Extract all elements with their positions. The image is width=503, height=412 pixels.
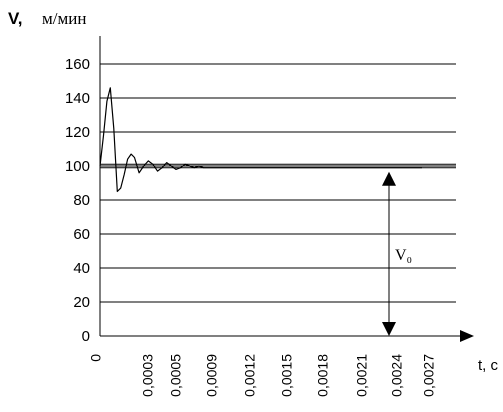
- x-tick-label: 0: [88, 354, 104, 362]
- grid-lines: [100, 63, 456, 303]
- x-axis-label: t, c: [478, 357, 499, 374]
- series-layer: [99, 87, 422, 193]
- x-tick-label: 0,0009: [204, 354, 220, 397]
- annotation-arrow-head-bottom: [382, 322, 396, 336]
- annotation-layer: V₀: [382, 171, 412, 336]
- x-axis-arrowhead: [460, 330, 474, 342]
- annotation-arrow-head-top: [382, 171, 396, 186]
- axes: [99, 36, 474, 342]
- series-line-1: [99, 87, 422, 193]
- x-tick-label: 0,0018: [315, 354, 331, 397]
- x-tick-label: 0,0003: [140, 354, 156, 397]
- x-tick-label: 0,0012: [242, 354, 258, 397]
- y-tick-label: 140: [65, 90, 90, 107]
- y-tick-label: 100: [65, 158, 90, 175]
- annotation-label: V₀: [395, 247, 412, 264]
- labels-layer: 0 20 40 60 80 100 120 140 160 0 0,0003 0,0005 0,0009…: [8, 9, 499, 397]
- y-tick-label: 120: [65, 124, 90, 141]
- y-tick-label: 0: [82, 328, 90, 345]
- x-tick-label: 0,0021: [354, 354, 370, 397]
- y-axis-symbol: V,: [8, 9, 23, 28]
- x-tick-label: 0,0027: [421, 354, 437, 397]
- y-tick-label: 80: [73, 192, 90, 209]
- y-tick-label: 60: [73, 226, 90, 243]
- y-axis-unit: м/мин: [42, 9, 86, 28]
- y-tick-label: 40: [73, 260, 90, 277]
- x-tick-label: 0,0005: [168, 354, 184, 397]
- y-tick-label: 160: [65, 56, 90, 73]
- x-tick-label: 0,0024: [389, 354, 405, 397]
- x-tick-label: 0,0015: [279, 354, 295, 397]
- y-tick-label: 20: [73, 294, 90, 311]
